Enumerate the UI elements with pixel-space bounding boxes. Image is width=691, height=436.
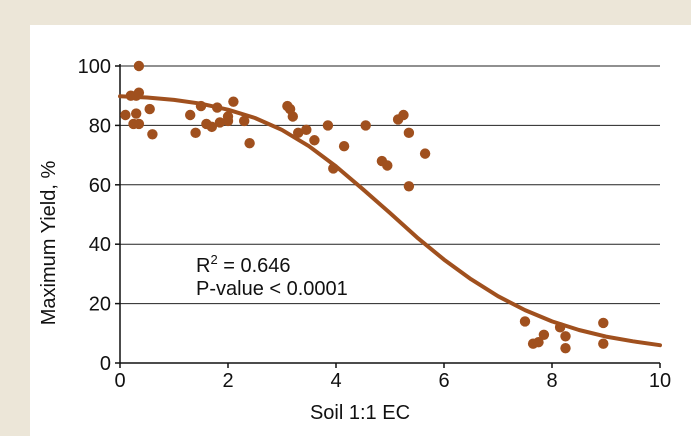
data-point-31 <box>360 120 371 131</box>
data-point-7 <box>133 118 145 130</box>
data-point-0 <box>120 109 131 121</box>
x-tick-label-6: 6 <box>438 370 449 392</box>
data-point-45 <box>560 342 571 354</box>
data-point-37 <box>403 181 415 192</box>
y-tick-label-80: 80 <box>89 115 111 137</box>
fitted-curve-layer <box>118 94 662 348</box>
y-tick-label-0: 0 <box>100 353 111 375</box>
y-tick-label-20: 20 <box>89 294 111 316</box>
p-value-annotation: P-value < 0.0001 <box>196 278 348 300</box>
data-point-35 <box>398 109 409 121</box>
data-point-16 <box>214 117 226 128</box>
data-point-14 <box>206 121 217 133</box>
data-point-33 <box>382 160 393 171</box>
y-tick-label-40: 40 <box>89 234 111 256</box>
data-point-24 <box>287 111 298 122</box>
data-point-30 <box>338 140 350 152</box>
data-point-15 <box>212 102 223 113</box>
x-tick-label-10: 10 <box>649 370 671 392</box>
y-tick-label-60: 60 <box>89 175 111 197</box>
data-point-9 <box>147 129 158 140</box>
data-point-43 <box>554 322 566 333</box>
y-tick-label-100: 100 <box>78 56 111 78</box>
data-point-12 <box>195 100 207 112</box>
data-point-29 <box>328 163 339 174</box>
data-points <box>120 60 609 354</box>
data-point-20 <box>239 115 250 127</box>
data-point-19 <box>228 96 239 107</box>
data-point-26 <box>301 124 312 136</box>
data-point-18 <box>222 111 234 122</box>
data-point-28 <box>322 120 334 131</box>
data-point-25 <box>293 127 304 139</box>
data-point-21 <box>244 138 255 149</box>
data-point-36 <box>403 127 415 139</box>
fitted-curve <box>118 94 662 348</box>
data-point-41 <box>533 337 544 348</box>
data-point-10 <box>185 109 196 121</box>
data-point-6 <box>133 87 145 98</box>
data-point-39 <box>519 316 531 327</box>
r-squared-annotation: R2 = 0.646 <box>196 252 291 277</box>
y-axis-title: Maximum Yield, % <box>38 161 60 326</box>
yield-chart: 0 20 40 60 80 100 0 2 4 6 8 10 R2 = 0.646 P-value <… <box>38 56 672 424</box>
data-point-46 <box>598 317 609 329</box>
data-point-11 <box>190 127 201 139</box>
data-point-8 <box>144 103 155 115</box>
x-tick-label-4: 4 <box>330 370 341 392</box>
x-tick-label-0: 0 <box>114 370 125 392</box>
data-point-44 <box>560 331 571 342</box>
data-point-5 <box>133 60 145 72</box>
chart-panel: 0 20 40 60 80 100 0 2 4 6 8 10 R2 = 0.646 P-value <… <box>30 25 691 436</box>
data-point-47 <box>598 338 609 349</box>
data-point-27 <box>309 135 320 146</box>
x-tick-label-8: 8 <box>546 370 557 392</box>
data-point-4 <box>131 108 142 119</box>
axes <box>115 64 661 368</box>
data-point-42 <box>538 329 550 340</box>
x-tick-label-2: 2 <box>222 370 233 392</box>
tick-labels: 0 20 40 60 80 100 0 2 4 6 8 10 <box>78 56 672 392</box>
data-point-38 <box>419 148 431 159</box>
x-axis-title: Soil 1:1 EC <box>310 402 410 424</box>
